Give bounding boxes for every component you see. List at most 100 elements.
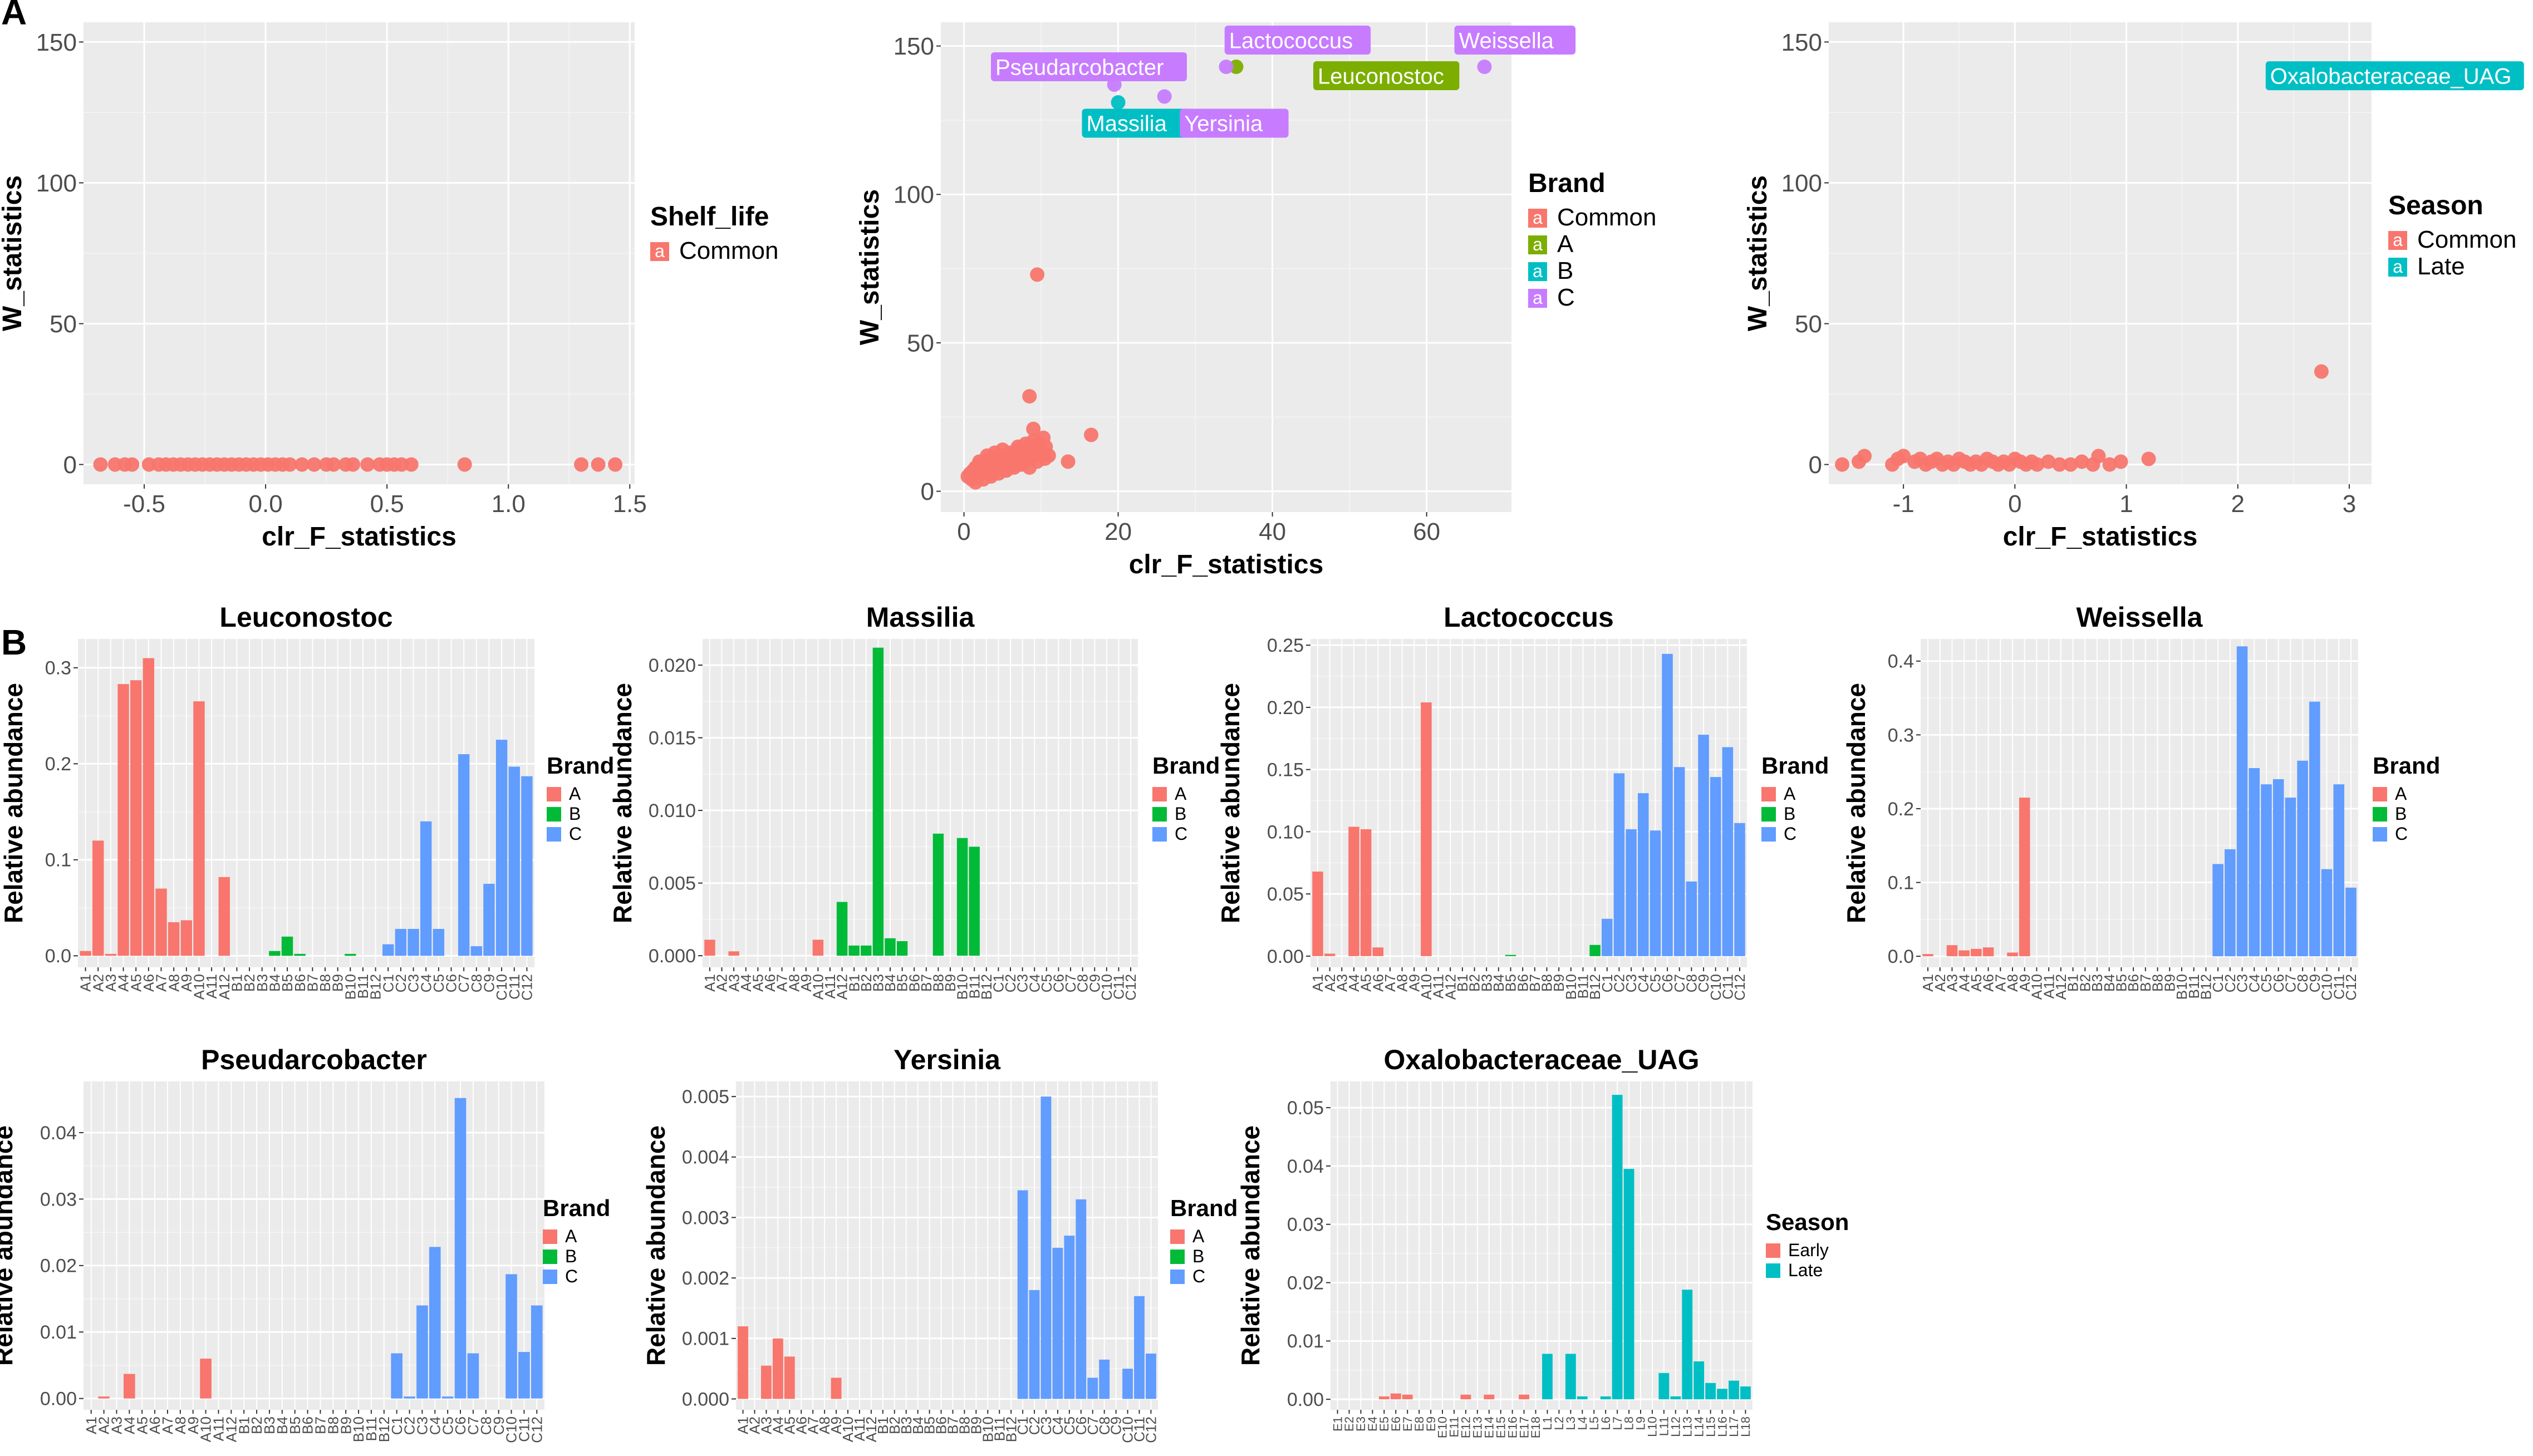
scatter-a3-xtick-label: 0 [2008, 490, 2021, 518]
bar-b7-xtick-label: E7 [1401, 1416, 1415, 1432]
bar-b5-bar-a2 [98, 1396, 110, 1399]
bar-b2: A1A2A3A4A5A6A7A8A9A10A11A12B1B2B3B4B5B6B… [608, 602, 1220, 1001]
bar-b3-xtick-label: C7 [1671, 974, 1688, 992]
bar-b7-xtick-label: E8 [1412, 1416, 1426, 1432]
bar-b1-xtick-label: C10 [493, 974, 510, 1001]
bar-b5-xtick-label: C6 [452, 1416, 469, 1435]
scatter-a3-label-box [2265, 61, 2524, 91]
bar-b7-xtick-label: E14 [1482, 1416, 1496, 1438]
bar-b3-xtick-label: A4 [1346, 974, 1362, 992]
bar-b1-xtick-label: B12 [367, 974, 384, 1000]
bar-b4-bar-c10 [2321, 869, 2333, 957]
bar-b3-bar-a2 [1324, 953, 1336, 956]
scatter-a3-xtick-label: 3 [2343, 490, 2356, 518]
bar-b4-bar-c9 [2309, 701, 2320, 957]
bar-b1-xtick-label: B9 [330, 974, 346, 992]
bar-b5-bar-c7 [467, 1353, 479, 1399]
bar-b6-xtick-label: A9 [828, 1416, 845, 1434]
bar-b5-xtick-label: C8 [478, 1416, 494, 1435]
scatter-a2-legend-key-glyph: a [1533, 208, 1543, 228]
bar-b5-xtick-label: A11 [210, 1416, 227, 1441]
scatter-a1-legend-key [650, 242, 669, 261]
bar-b1-bar-a9 [180, 920, 192, 956]
bar-b1-bar-c7 [458, 754, 470, 956]
bar-b6: A1A2A3A4A5A6A7A8A9A10A11A12B1B2B3B4B5B6B… [641, 1044, 1238, 1443]
scatter-a3-point-common [2030, 457, 2045, 472]
bar-b7-xtick-label: L16 [1715, 1416, 1729, 1437]
bar-b6-xtick-label: A1 [735, 1416, 752, 1434]
bar-b6-xtick-label: C6 [1073, 1416, 1089, 1435]
bar-b6-legend-key [1170, 1270, 1185, 1284]
bar-b3-bar-c2 [1613, 773, 1625, 956]
bar-b6-legend-label: C [1192, 1266, 1205, 1286]
bar-b7-xtick-label: L18 [1739, 1416, 1753, 1437]
scatter-a3-ylabel: W_statistics [1743, 175, 1773, 331]
bar-b7-bar-l15 [1705, 1383, 1716, 1400]
scatter-a2-label-box [1454, 26, 1576, 55]
bar-b1-bar-a5 [130, 680, 142, 956]
bar-b3-xtick-label: B4 [1490, 974, 1507, 992]
bar-b7-xtick-label: L17 [1727, 1416, 1741, 1437]
bar-b2-bar-b3 [872, 647, 884, 956]
bar-b1-xtick-label: C12 [519, 974, 536, 1001]
scatter-a3-point-common [1835, 457, 1850, 472]
bar-b1-xtick-label: C5 [430, 974, 447, 992]
bar-b2-xtick-label: A1 [701, 974, 718, 992]
bar-b2-xtick-label: A8 [786, 974, 802, 992]
bar-b1-legend-title: Brand [547, 752, 614, 779]
bar-b2-xtick-label: C10 [1098, 974, 1115, 1001]
scatter-a2-legend-key [1528, 289, 1547, 308]
scatter-a3-label-text: Oxalobacteraceae_UAG [2270, 65, 2512, 89]
bar-b7-bar-l12 [1670, 1396, 1681, 1400]
bar-b6-ytick-label: 0.005 [682, 1086, 729, 1108]
bar-b6-bar-c10 [1122, 1369, 1133, 1399]
bar-b6-bar-c5 [1064, 1236, 1075, 1399]
scatter-a1-xlabel: clr_F_statistics [262, 522, 456, 552]
scatter-a1-ytick-label: 150 [36, 29, 77, 56]
bar-b6-ytick-label: 0.001 [682, 1329, 729, 1350]
bar-b6-plot-background [736, 1081, 1158, 1410]
bar-b7-bar-e14 [1484, 1394, 1495, 1400]
bar-b1-ytick-label: 0.3 [45, 658, 71, 679]
bar-b3-ytick-label: 0.05 [1267, 884, 1304, 905]
scatter-a1-point-common [457, 457, 472, 472]
panel-label-a: A [1, 0, 27, 32]
scatter-a2-legend-key-glyph: a [1533, 288, 1543, 308]
bar-b1-legend-label: C [569, 824, 582, 844]
scatter-a2-point-common [1022, 389, 1037, 404]
bar-b4-xtick-label: A2 [1932, 974, 1948, 992]
bar-b7-legend-label: Late [1788, 1260, 1823, 1280]
bar-b7-bar-l3 [1565, 1354, 1576, 1400]
scatter-a2-label-text: Yersinia [1184, 112, 1263, 136]
scatter-a1-ylabel: W_statistics [0, 175, 27, 331]
scatter-a1-xtick-label: 0.5 [370, 490, 404, 518]
bar-b1-bar-c3 [408, 928, 419, 956]
bar-b2-bar-b10 [956, 838, 968, 956]
scatter-a3-point-common [2113, 454, 2128, 469]
bar-b7-bar-l8 [1623, 1169, 1634, 1400]
scatter-a1-point-common [574, 457, 589, 472]
scatter-a1-xtick-label: 1.0 [492, 490, 526, 518]
bar-b4-xtick-label: C7 [2282, 974, 2299, 992]
scatter-a3-ytick-label: 100 [1781, 170, 1822, 197]
bar-b3-xtick-label: A7 [1382, 974, 1398, 992]
bar-b5-xtick-label: A7 [159, 1416, 176, 1434]
bar-b3-bar-c5 [1650, 830, 1661, 956]
scatter-a2-legend-key [1528, 262, 1547, 281]
scatter-a3-point-common [1857, 449, 1872, 464]
scatter-a2-legend-key [1528, 235, 1547, 254]
bar-b5-xtick-label: B8 [325, 1416, 341, 1434]
scatter-a2-point-b [1111, 95, 1126, 110]
bar-b4-xtick-label: A12 [2053, 974, 2069, 1000]
bar-b1-xtick-label: C9 [481, 974, 498, 992]
bar-b4-legend-key [2373, 787, 2387, 801]
bar-b6-xtick-label: B7 [945, 1416, 961, 1434]
bar-b4-xtick-label: B5 [2113, 974, 2130, 992]
bar-b5-xtick-label: C4 [426, 1416, 443, 1435]
bar-b1-xtick-label: A5 [127, 974, 144, 992]
bar-b1-bar-a4 [117, 684, 129, 956]
bar-b5-xtick-label: A6 [146, 1416, 163, 1434]
bar-b3-ytick-label: 0.15 [1267, 760, 1304, 781]
scatter-a2-point-common [1061, 454, 1076, 469]
bar-b1-ytick-label: 0.1 [45, 850, 71, 871]
